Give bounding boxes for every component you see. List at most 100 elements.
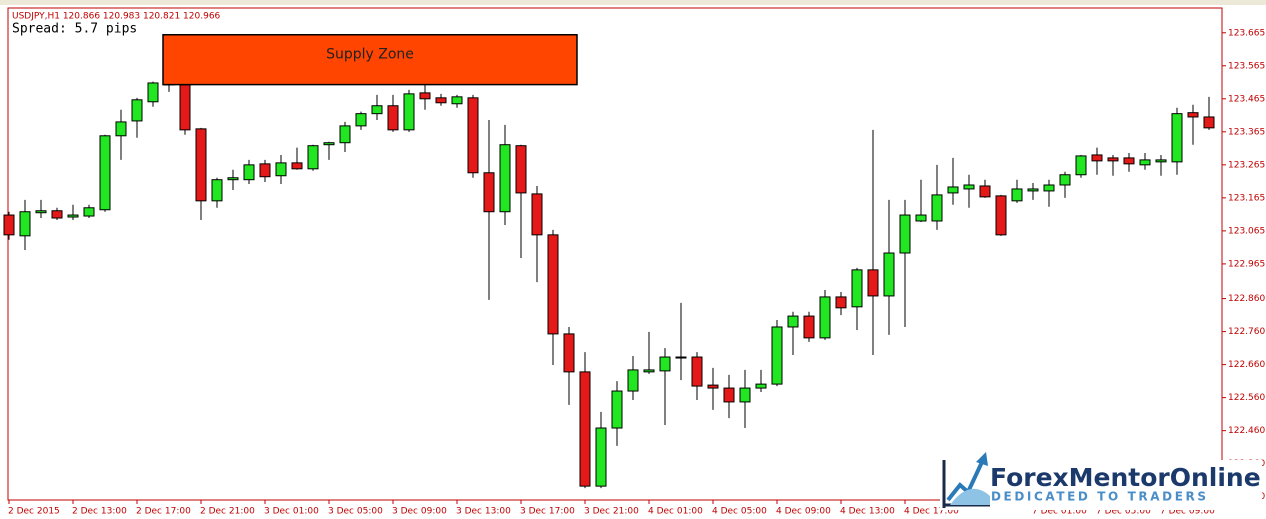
y-tick-label: 123.565 xyxy=(1228,61,1265,71)
x-tick-label: 7 Dec 01:00 xyxy=(1032,507,1087,517)
candle-body xyxy=(1187,112,1199,118)
x-tick-label: 3 Dec 21:00 xyxy=(584,507,639,517)
candle-body xyxy=(739,387,751,403)
candle-body xyxy=(83,207,95,217)
candle-body xyxy=(627,369,639,392)
y-tick-label: 122.760 xyxy=(1228,327,1265,337)
candle-body xyxy=(707,384,719,389)
candle-body xyxy=(451,96,463,105)
x-tick-label: 4 Dec 17:00 xyxy=(904,507,959,517)
x-tick-label: 7 Dec 05:00 xyxy=(1096,507,1151,517)
candle-body xyxy=(419,92,431,100)
candle-body xyxy=(259,163,271,178)
candle-body xyxy=(899,214,911,254)
candle-body xyxy=(931,194,943,222)
y-tick-label: 122.460 xyxy=(1228,426,1265,436)
candle-body xyxy=(595,427,607,487)
candle-body xyxy=(371,105,383,115)
candle-body xyxy=(1091,154,1103,162)
candle-body xyxy=(1011,188,1023,202)
x-tick-label: 3 Dec 05:00 xyxy=(328,507,383,517)
candle-body xyxy=(1203,116,1215,129)
candle-body xyxy=(275,162,287,177)
candle-body xyxy=(1107,157,1119,162)
candle-body xyxy=(851,269,863,308)
x-tick-label: 2 Dec 17:00 xyxy=(136,507,191,517)
logo-wave xyxy=(950,488,990,505)
watermark: ForexMentorOnline DEDICATED TO TRADERS xyxy=(940,452,1262,510)
candle-body xyxy=(691,356,703,387)
x-tick-label: 3 Dec 01:00 xyxy=(264,507,319,517)
candle-body xyxy=(499,144,511,213)
candle-body xyxy=(723,387,735,403)
candle-body xyxy=(339,125,351,144)
candle-body xyxy=(355,113,367,127)
watermark-brand: ForexMentorOnline xyxy=(990,463,1261,492)
candle-body xyxy=(1059,174,1071,186)
candle-body xyxy=(387,105,399,131)
x-tick-label: 2 Dec 21:00 xyxy=(200,507,255,517)
candle-body xyxy=(819,296,831,339)
toolbar-strip xyxy=(0,0,1266,5)
candle-body xyxy=(995,195,1007,236)
candle-body xyxy=(3,214,15,236)
candle-body xyxy=(1043,184,1055,192)
candle-body xyxy=(1155,159,1167,163)
y-tick-label: 123.065 xyxy=(1228,226,1265,236)
y-tick-label: 123.365 xyxy=(1228,127,1265,137)
candle-body xyxy=(323,142,335,146)
candle-body xyxy=(883,252,895,297)
candle-body xyxy=(19,211,31,237)
candle-body xyxy=(643,369,655,373)
candle-body xyxy=(99,135,111,211)
x-tick-label: 2 Dec 2015 xyxy=(8,507,60,517)
candle-body xyxy=(195,128,207,202)
chart-title: USDJPY,H1 120.866 120.983 120.821 120.96… xyxy=(12,12,221,22)
candle-body xyxy=(147,82,159,103)
candle-body xyxy=(675,356,687,359)
candle-body xyxy=(563,333,575,373)
candle-body xyxy=(307,145,319,170)
candle-body xyxy=(35,210,47,214)
candle-body xyxy=(483,172,495,213)
y-tick-label: 122.560 xyxy=(1228,393,1265,403)
candle-body xyxy=(131,99,143,122)
candle-body xyxy=(403,93,415,131)
candle-body xyxy=(659,356,671,372)
candle-body xyxy=(1123,157,1135,165)
x-tick-label: 3 Dec 17:00 xyxy=(520,507,575,517)
candle-body xyxy=(243,164,255,181)
candle-body xyxy=(963,184,975,190)
candle-body xyxy=(771,326,783,385)
y-tick-label: 123.265 xyxy=(1228,160,1265,170)
candle-body xyxy=(211,179,223,202)
candle-body xyxy=(915,214,927,222)
watermark-bg xyxy=(940,460,1262,510)
candle-body xyxy=(867,269,879,297)
candle-body xyxy=(1139,159,1151,166)
candle-body xyxy=(51,210,63,219)
watermark-tagline: DEDICATED TO TRADERS xyxy=(991,490,1209,504)
candle-body xyxy=(515,145,527,194)
plot-frame xyxy=(7,7,1223,501)
y-tick-label: 122.660 xyxy=(1228,360,1265,370)
candle-body xyxy=(435,97,447,104)
candle-body xyxy=(227,177,239,181)
candle-body xyxy=(179,84,191,131)
candle-body xyxy=(547,234,559,335)
chart-subtitle: Spread: 5.7 pips xyxy=(12,22,137,37)
y-tick-label: 123.165 xyxy=(1228,193,1265,203)
candle-body xyxy=(947,186,959,194)
candle-body xyxy=(1075,155,1087,176)
candle-body xyxy=(579,371,591,487)
candle-body xyxy=(803,315,815,339)
supply-zone-label: Supply Zone xyxy=(326,47,414,63)
candle-body xyxy=(67,214,79,218)
x-tick-label: 3 Dec 13:00 xyxy=(456,507,511,517)
y-tick-label: 122.965 xyxy=(1228,259,1265,269)
x-tick-label: 4 Dec 01:00 xyxy=(648,507,703,517)
candle-body xyxy=(979,185,991,198)
x-tick-label: 4 Dec 09:00 xyxy=(776,507,831,517)
x-tick-label: 4 Dec 05:00 xyxy=(712,507,767,517)
